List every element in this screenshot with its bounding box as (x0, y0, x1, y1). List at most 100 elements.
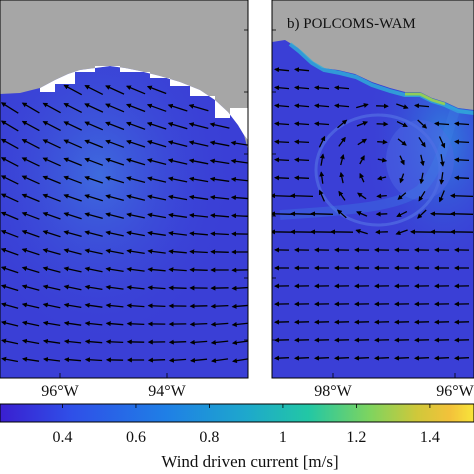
vector-arrow (22, 356, 40, 362)
vector-arrow (126, 139, 146, 148)
vector-arrow (272, 211, 294, 217)
vector-arrow (168, 267, 187, 273)
vector-arrow (105, 248, 124, 255)
vector-arrow (188, 104, 209, 112)
vector-arrow (84, 248, 103, 255)
vector-arrow (274, 67, 290, 73)
vector-arrow (63, 284, 82, 291)
vector-arrow (42, 266, 61, 273)
vector-arrow (168, 212, 187, 218)
vector-arrow (167, 158, 188, 165)
vector-arrow (147, 194, 167, 201)
vector-arrow (84, 357, 103, 363)
vector-arrow (189, 249, 208, 255)
vector-arrow (418, 137, 426, 148)
vector-arrow (21, 211, 40, 220)
vector-arrow (230, 176, 248, 182)
vector-arrow (188, 158, 209, 165)
vector-arrow (84, 139, 104, 149)
vector-arrow (359, 155, 365, 165)
vector-arrow (189, 339, 208, 345)
colorbar-tick-label: 1 (279, 429, 287, 446)
vector-arrow (189, 321, 208, 327)
vector-arrow (339, 171, 345, 184)
vector-arrow (42, 284, 61, 291)
vector-arrow (355, 229, 368, 235)
vector-arrow (84, 266, 103, 273)
vector-arrow (147, 212, 167, 219)
vector-arrow (274, 355, 290, 361)
vector-arrow (209, 176, 230, 182)
vector-arrow (210, 303, 229, 309)
vector-arrow (21, 284, 40, 291)
vector-arrow (337, 119, 348, 129)
vector-arrow (21, 320, 40, 327)
vector-arrow (450, 193, 474, 199)
vector-arrow (63, 84, 83, 96)
vector-arrow (42, 211, 61, 220)
vector-arrow (126, 285, 145, 291)
vector-arrow (105, 103, 125, 113)
vector-arrow (454, 121, 470, 127)
vector-arrow (357, 138, 368, 146)
vector-arrow (105, 176, 125, 184)
vector-arrow (190, 357, 208, 363)
vector-arrow (105, 121, 125, 131)
vector-arrow (374, 355, 390, 361)
vector-arrow (84, 103, 104, 113)
colorbar-tick-marks (62, 404, 431, 408)
colorbar-tick-label: 0.6 (126, 429, 146, 446)
vector-arrow (168, 230, 187, 236)
vector-arrow (434, 121, 450, 127)
vector-arrow (231, 285, 248, 291)
vector-arrow (168, 285, 187, 291)
vector-arrow (318, 189, 325, 202)
vector-arrow (125, 103, 146, 113)
colorbar-tick-label: 1.4 (420, 429, 440, 446)
vector-arrow (147, 285, 166, 291)
panel-b-hotspot (405, 92, 446, 106)
vector-arrow (290, 211, 314, 217)
vector-arrow (417, 119, 428, 129)
vector-arrow (209, 194, 230, 200)
panel-b-title: b) POLCOMS-WAM (287, 16, 416, 32)
vector-arrow (336, 209, 347, 219)
vector-arrow (399, 173, 405, 184)
vector-arrow (43, 357, 61, 362)
vector-arrow (105, 212, 124, 219)
vector-arrow (1, 356, 19, 363)
vector-arrow (126, 266, 145, 272)
panel-b (272, 0, 474, 378)
vector-arrow (290, 193, 314, 199)
vector-arrow (419, 172, 425, 185)
vector-arrow (419, 154, 425, 167)
vector-arrow (209, 140, 230, 147)
x-tick-label: 96°W (436, 383, 474, 400)
panel-a (0, 0, 248, 378)
vector-arrow (63, 266, 82, 273)
vector-arrow (314, 355, 330, 361)
vector-arrow (21, 302, 40, 309)
vector-arrow (147, 230, 166, 236)
vector-arrow (126, 194, 146, 201)
vector-arrow (42, 320, 61, 327)
vector-arrow (397, 192, 407, 200)
vector-arrow (0, 120, 19, 132)
vector-arrow (0, 157, 19, 167)
vector-arrow (42, 193, 61, 202)
vector-arrow (126, 230, 145, 237)
vector-arrow (0, 229, 19, 238)
vector-arrow (21, 266, 40, 274)
vector-arrow (189, 267, 208, 273)
vector-arrow (84, 175, 104, 184)
vector-arrow (454, 355, 470, 361)
vector-arrow (188, 176, 209, 183)
vector-arrow (84, 194, 103, 202)
vector-arrow (63, 193, 82, 202)
vector-arrow (146, 103, 167, 112)
vector-arrow (396, 211, 408, 217)
vector-arrow (63, 175, 82, 184)
vector-arrow (0, 211, 19, 221)
vector-arrow (209, 122, 230, 129)
vector-arrow (396, 103, 409, 110)
